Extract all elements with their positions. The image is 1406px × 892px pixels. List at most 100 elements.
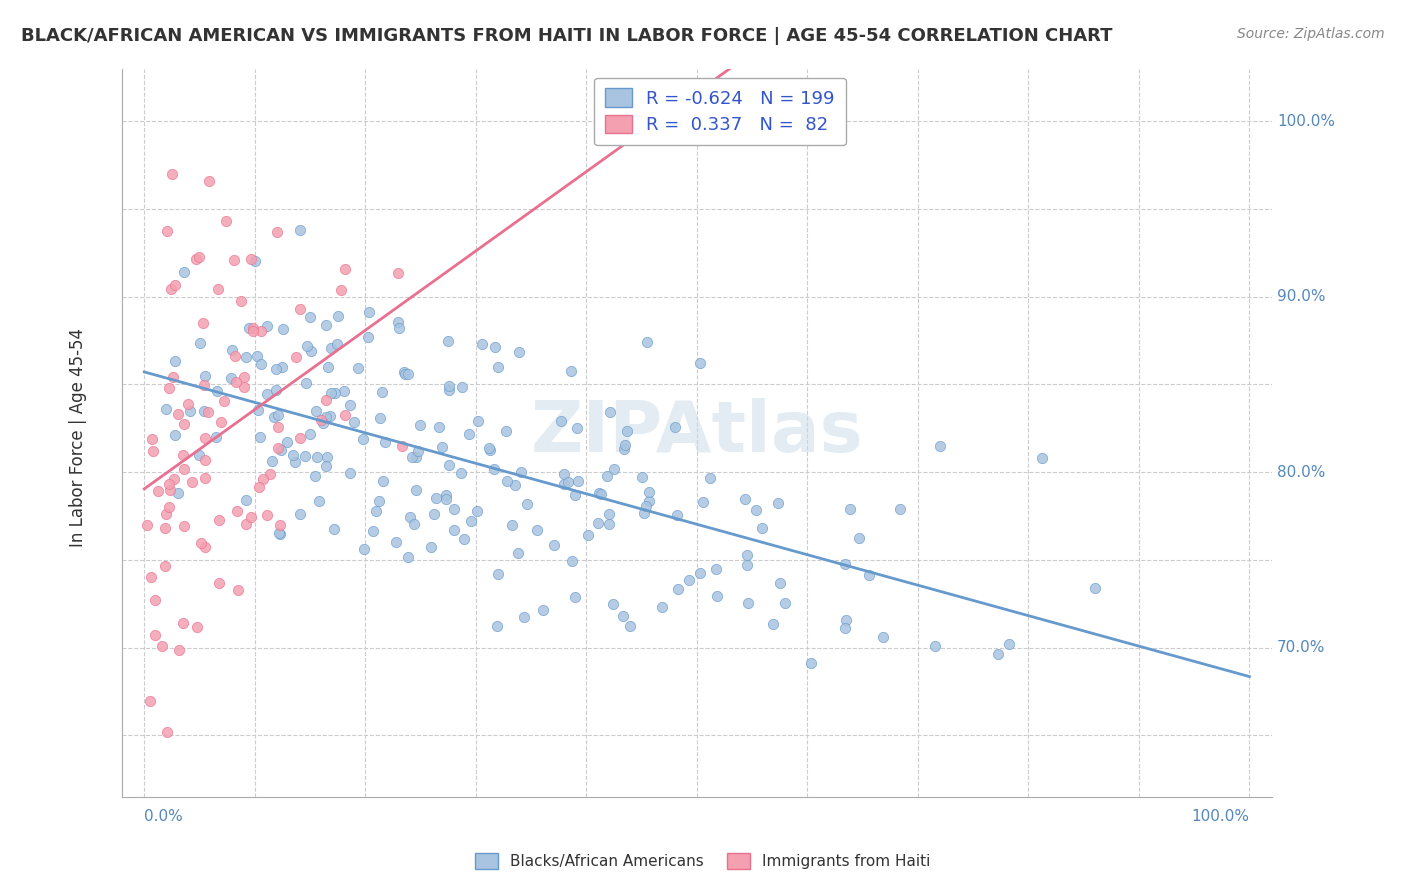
Point [773, 596, 796, 610]
Point [614, 438, 637, 452]
Point [398, 549, 420, 564]
Point [434, 488, 457, 502]
Point [312, 416, 335, 430]
Point [143, 593, 166, 607]
Point [167, 643, 190, 657]
Point [526, 524, 548, 538]
Point [800, 657, 823, 671]
Point [266, 226, 288, 240]
Point [305, 404, 328, 418]
Point [388, 321, 411, 335]
Text: ZIPAtlas: ZIPAtlas [530, 398, 863, 467]
Point [146, 483, 169, 498]
Point [619, 618, 641, 632]
Point [242, 321, 264, 335]
Point [769, 575, 792, 590]
Point [471, 337, 494, 351]
Point [465, 504, 488, 518]
Point [443, 502, 465, 516]
Point [450, 380, 472, 394]
Point [486, 359, 509, 374]
Point [256, 318, 278, 333]
Point [135, 517, 157, 532]
Point [224, 349, 246, 363]
Point [315, 318, 337, 332]
Point [858, 568, 880, 582]
Point [294, 376, 316, 391]
Text: 100.0%: 100.0% [1191, 809, 1250, 824]
Point [249, 430, 271, 444]
Point [439, 384, 461, 398]
Point [339, 466, 361, 480]
Point [316, 359, 339, 374]
Point [193, 404, 215, 418]
Point [221, 370, 243, 384]
Point [211, 415, 233, 429]
Point [271, 322, 294, 336]
Point [155, 402, 177, 417]
Point [437, 379, 460, 393]
Point [270, 442, 292, 457]
Point [734, 491, 756, 506]
Point [332, 384, 354, 398]
Point [699, 471, 721, 485]
Point [689, 356, 711, 370]
Point [267, 419, 290, 434]
Point [163, 472, 186, 486]
Point [678, 573, 700, 587]
Point [205, 430, 228, 444]
Point [194, 369, 217, 384]
Point [207, 282, 229, 296]
Point [143, 628, 166, 642]
Point [561, 554, 583, 568]
Point [373, 474, 395, 488]
Point [425, 491, 447, 505]
Point [479, 443, 502, 458]
Point [325, 336, 347, 351]
Point [371, 384, 394, 399]
Point [226, 583, 249, 598]
Point [564, 591, 586, 605]
Point [165, 278, 187, 293]
Point [179, 403, 201, 417]
Point [419, 540, 441, 554]
Point [368, 411, 391, 425]
Point [173, 265, 195, 279]
Point [288, 431, 311, 445]
Point [263, 409, 285, 424]
Point [163, 428, 186, 442]
Point [458, 426, 481, 441]
Point [159, 282, 181, 296]
Point [616, 425, 638, 439]
Point [276, 434, 298, 449]
Point [294, 450, 316, 464]
Point [838, 501, 860, 516]
Point [565, 420, 588, 434]
Point [406, 444, 429, 458]
Point [553, 467, 575, 482]
Point [501, 518, 523, 533]
Point [737, 596, 759, 610]
Point [704, 562, 727, 576]
Point [329, 284, 352, 298]
Point [339, 399, 361, 413]
Point [368, 494, 391, 508]
Point [215, 213, 238, 227]
Point [567, 474, 589, 488]
Point [304, 469, 326, 483]
Point [190, 536, 212, 550]
Point [212, 393, 235, 408]
Point [834, 621, 856, 635]
Point [160, 167, 183, 181]
Text: 0.0%: 0.0% [145, 809, 183, 824]
Point [576, 527, 599, 541]
Point [396, 367, 419, 381]
Point [288, 507, 311, 521]
Point [603, 462, 626, 476]
Point [177, 397, 200, 411]
Point [246, 403, 269, 417]
Point [553, 477, 575, 491]
Point [651, 600, 673, 615]
Point [159, 483, 181, 498]
Point [271, 360, 294, 375]
